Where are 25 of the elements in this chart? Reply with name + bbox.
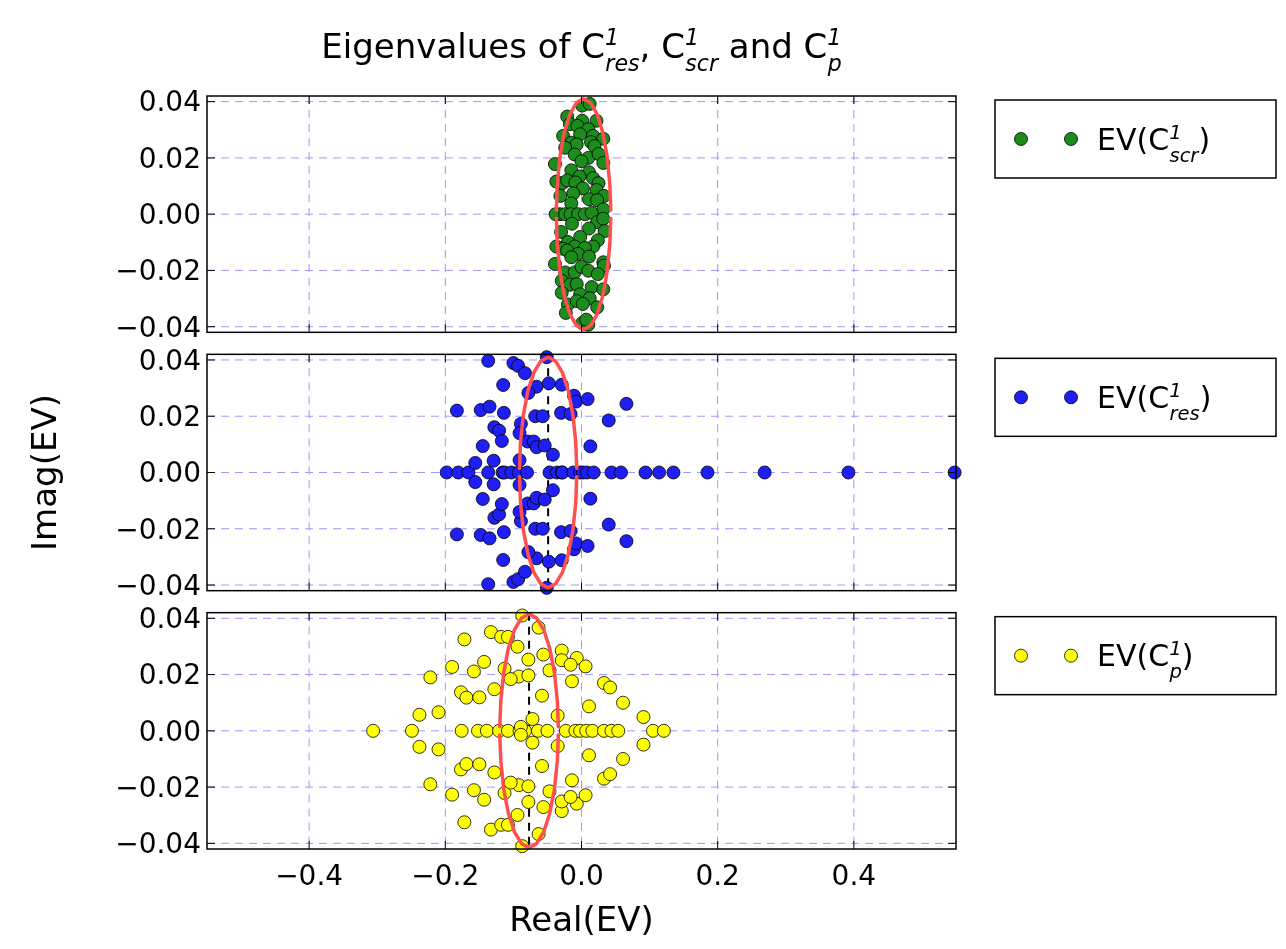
y-tick-label: 0.04 <box>138 85 201 119</box>
y-tick-label: 0.04 <box>138 602 201 636</box>
y-tick-label: −0.02 <box>115 512 201 546</box>
y-tick-label: 0.00 <box>138 197 201 231</box>
x-tick-label: −0.4 <box>275 859 344 892</box>
y-tick-label: 0.02 <box>138 400 201 434</box>
legend-label: EV(C$^{1}$$_{scr}$) <box>1097 120 1211 166</box>
y-tick-label: 0.02 <box>138 141 201 175</box>
y-tick-label: 0.00 <box>138 714 201 748</box>
y-tick-label: 0.04 <box>138 343 201 377</box>
y-tick-label: 0.00 <box>138 456 201 490</box>
x-tick-label: −0.2 <box>411 859 480 892</box>
x-tick-label: 0.2 <box>695 859 740 892</box>
y-tick-label: −0.04 <box>115 310 201 344</box>
y-axis-title: Imag(EV) <box>24 394 64 551</box>
y-tick-label: −0.04 <box>115 568 201 602</box>
y-tick-label: −0.02 <box>115 770 201 804</box>
x-tick-label: 0.4 <box>831 859 877 892</box>
x-axis-title: Real(EV) <box>509 899 654 939</box>
y-tick-label: −0.04 <box>115 827 201 861</box>
legend-label: EV(C$^{1}$$_{p}$) <box>1097 636 1194 683</box>
legend-label: EV(C$^{1}$$_{res}$) <box>1097 378 1212 425</box>
x-tick-label: 0.0 <box>559 859 604 892</box>
y-tick-label: 0.02 <box>138 658 201 692</box>
y-tick-label: −0.02 <box>115 254 201 288</box>
